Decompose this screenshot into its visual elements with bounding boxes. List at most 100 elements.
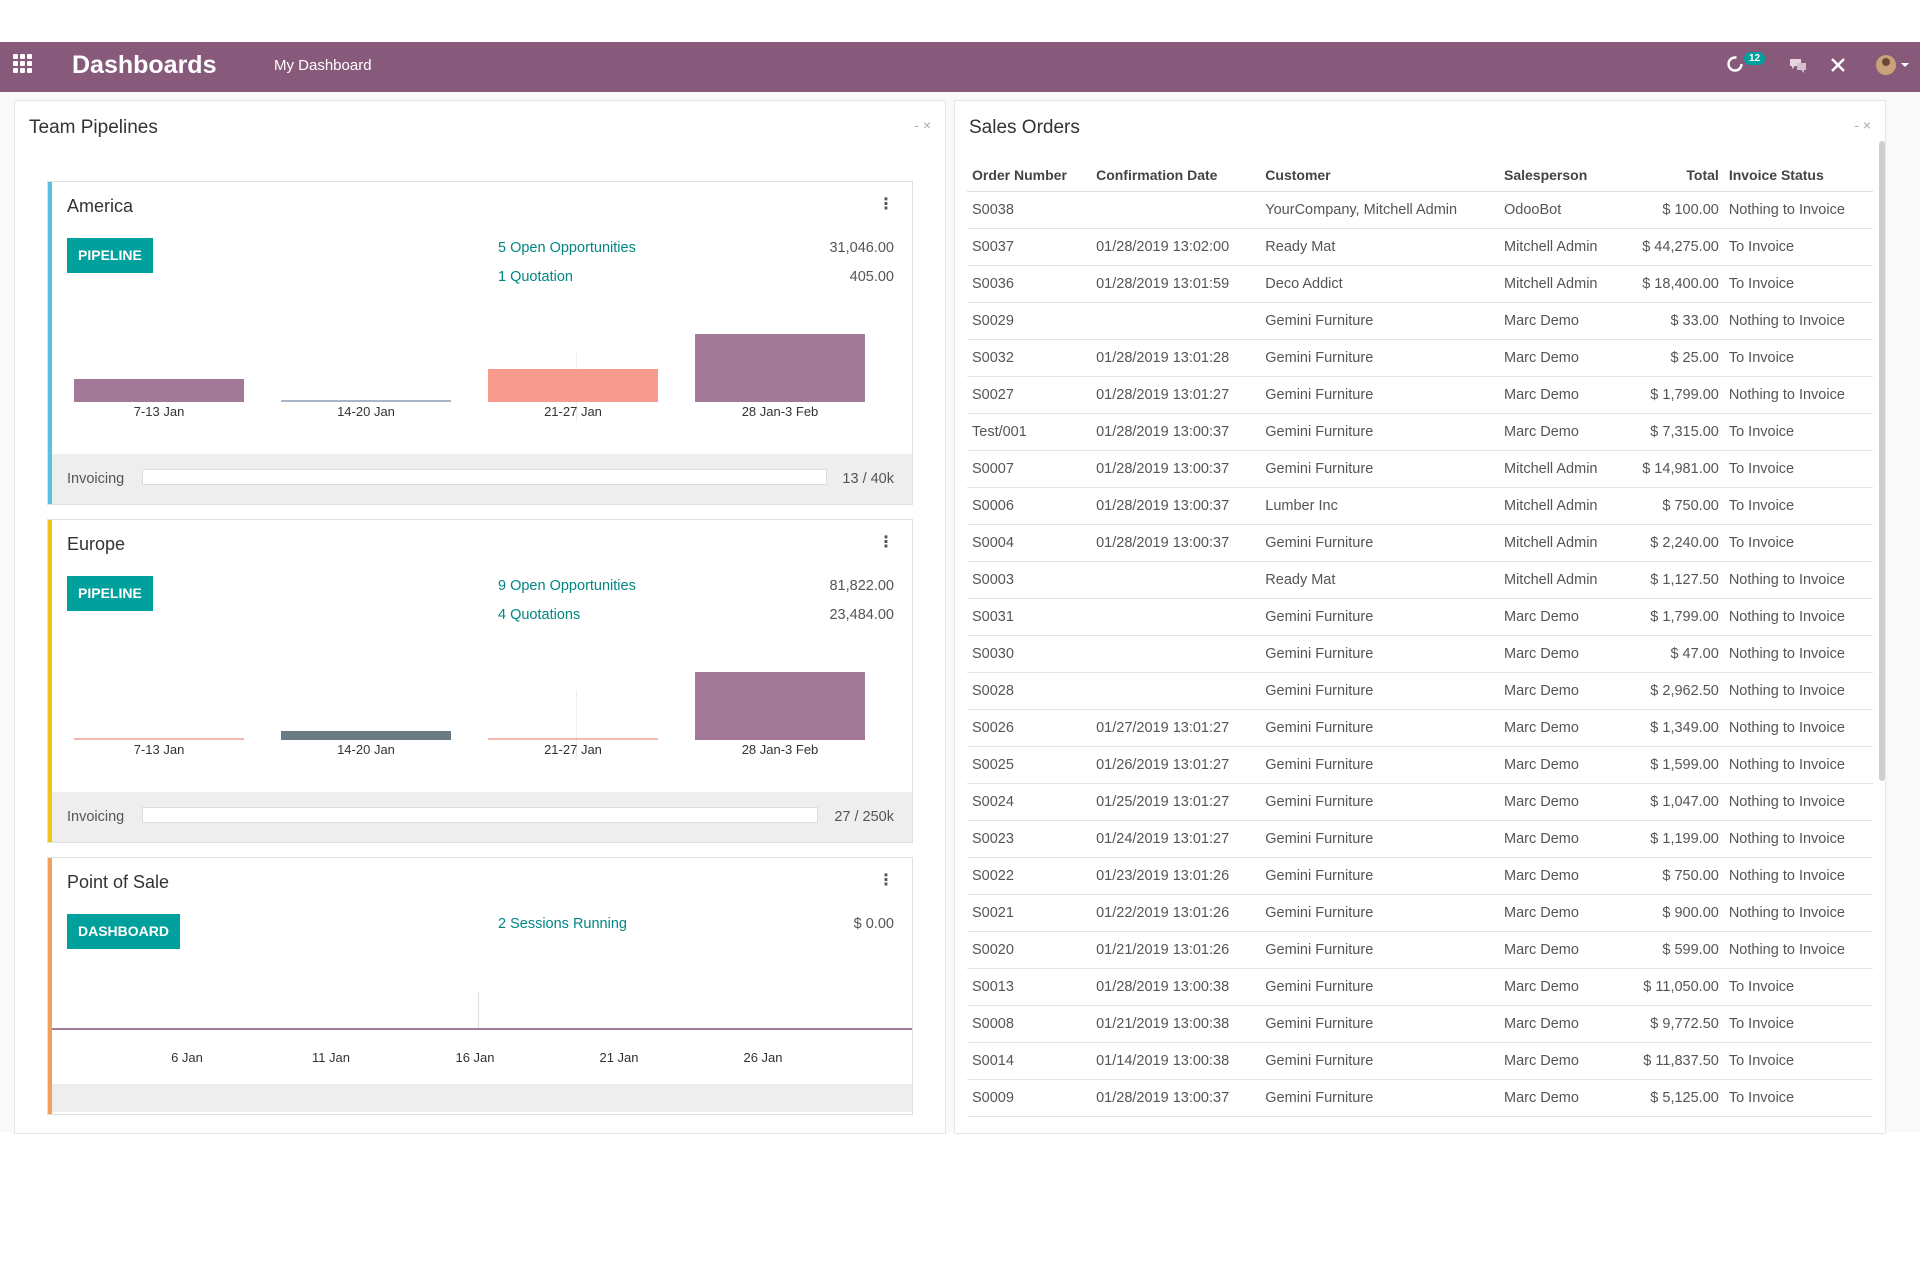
team-name[interactable]: Point of Sale: [67, 872, 170, 892]
table-cell: $ 2,962.50: [1621, 672, 1724, 710]
activity-icon[interactable]: [1726, 55, 1744, 78]
table-row[interactable]: S0030 Gemini Furniture Marc Demo $ 47.00 Not…: [967, 635, 1873, 673]
invoicing-progress: [142, 807, 818, 823]
column-header[interactable]: Salesperson: [1499, 159, 1622, 192]
dashboard-button[interactable]: DASHBOARD: [67, 914, 180, 949]
kebab-menu-icon[interactable]: ⋮: [878, 534, 894, 551]
table-cell: To Invoice: [1723, 228, 1873, 266]
table-row[interactable]: S0008 01/21/2019 13:00:38 Gemini Furniture…: [967, 1005, 1873, 1043]
chart-bar[interactable]: [281, 730, 451, 740]
quotations-link[interactable]: 1 Quotation: [498, 269, 573, 285]
panel-controls[interactable]: - ×: [1854, 117, 1871, 133]
table-row[interactable]: S0037 01/28/2019 13:02:00 Ready Mat Mitchel…: [967, 228, 1873, 266]
table-cell: Nothing to Invoice: [1723, 820, 1873, 858]
table-row[interactable]: S0027 01/28/2019 13:01:27 Gemini Furniture…: [967, 376, 1873, 414]
table-row[interactable]: S0026 01/27/2019 13:01:27 Gemini Furniture…: [967, 709, 1873, 747]
chart-bar[interactable]: [74, 378, 244, 402]
panel-controls[interactable]: - ×: [914, 117, 931, 133]
apps-grid-icon[interactable]: [13, 54, 35, 76]
table-cell: $ 14,981.00: [1621, 450, 1724, 488]
x-axis-label: 21-27 Jan: [544, 742, 602, 757]
kebab-menu-icon[interactable]: ⋮: [878, 872, 894, 889]
table-row[interactable]: S0031 Gemini Furniture Marc Demo $ 1,799.00…: [967, 598, 1873, 636]
table-row[interactable]: S0004 01/28/2019 13:00:37 Gemini Furniture…: [967, 524, 1873, 562]
table-row[interactable]: S0022 01/23/2019 13:01:26 Gemini Furniture…: [967, 857, 1873, 895]
chart-bar[interactable]: [695, 672, 865, 740]
team-card-point-of-sale: Point of Sale ⋮ DASHBOARD 2 Sessions Run…: [47, 857, 913, 1115]
table-cell: S0020: [967, 931, 1092, 969]
scrollbar[interactable]: [1879, 141, 1885, 781]
table-cell: [1091, 561, 1261, 599]
chart-bar[interactable]: [488, 369, 658, 402]
table-row[interactable]: S0007 01/28/2019 13:00:37 Gemini Furniture…: [967, 450, 1873, 488]
open-opportunities-link[interactable]: 9 Open Opportunities: [498, 578, 636, 594]
table-row[interactable]: S0021 01/22/2019 13:01:26 Gemini Furniture…: [967, 894, 1873, 932]
table-cell: $ 11,050.00: [1621, 968, 1724, 1006]
table-row[interactable]: S0023 01/24/2019 13:01:27 Gemini Furniture…: [967, 820, 1873, 858]
table-row[interactable]: S0024 01/25/2019 13:01:27 Gemini Furniture…: [967, 783, 1873, 821]
table-cell: To Invoice: [1723, 450, 1873, 488]
sessions-running-link[interactable]: 2 Sessions Running: [498, 916, 627, 932]
table-cell: Nothing to Invoice: [1723, 783, 1873, 821]
table-row[interactable]: S0014 01/14/2019 13:00:38 Gemini Furniture…: [967, 1042, 1873, 1080]
opportunities-amount: 31,046.00: [829, 240, 894, 256]
column-header[interactable]: Customer: [1260, 159, 1499, 192]
table-row[interactable]: S0025 01/26/2019 13:01:27 Gemini Furniture…: [967, 746, 1873, 784]
table-cell: Marc Demo: [1499, 376, 1622, 414]
menu-item-my-dashboard[interactable]: My Dashboard: [274, 57, 372, 74]
table-cell: To Invoice: [1723, 1042, 1873, 1080]
table-cell: Marc Demo: [1499, 598, 1622, 636]
table-row[interactable]: S0009 01/28/2019 13:00:37 Gemini Furniture…: [967, 1079, 1873, 1117]
sales-orders-table: Order Number Confirmation Date Customer …: [967, 159, 1873, 1117]
table-cell: Marc Demo: [1499, 709, 1622, 747]
chart-bar[interactable]: [695, 334, 865, 402]
table-row[interactable]: S0006 01/28/2019 13:00:37 Lumber Inc Mitche…: [967, 487, 1873, 525]
chat-icon[interactable]: [1788, 57, 1808, 80]
table-cell: Nothing to Invoice: [1723, 672, 1873, 710]
table-row[interactable]: S0029 Gemini Furniture Marc Demo $ 33.00 Not…: [967, 302, 1873, 340]
chart-bar[interactable]: [281, 399, 451, 402]
quotations-link[interactable]: 4 Quotations: [498, 607, 581, 623]
chart-bar[interactable]: [74, 737, 244, 740]
column-header[interactable]: Invoice Status: [1723, 159, 1873, 192]
table-cell: Mitchell Admin: [1499, 524, 1622, 562]
table-cell: $ 1,199.00: [1621, 820, 1724, 858]
kebab-menu-icon[interactable]: ⋮: [878, 196, 894, 213]
table-cell: $ 18,400.00: [1621, 265, 1724, 303]
top-navbar: Dashboards My Dashboard 12: [0, 42, 1920, 92]
table-cell: Gemini Furniture: [1260, 635, 1499, 673]
pipeline-button[interactable]: PIPELINE: [67, 238, 153, 273]
table-cell: Gemini Furniture: [1260, 857, 1499, 895]
table-row[interactable]: S0038 YourCompany, Mitchell Admin OdooBot $…: [967, 191, 1873, 229]
team-name[interactable]: Europe: [67, 534, 126, 554]
pipeline-button[interactable]: PIPELINE: [67, 576, 153, 611]
tools-icon[interactable]: [1830, 57, 1846, 78]
table-cell: 01/21/2019 13:00:38: [1091, 1005, 1261, 1043]
table-row[interactable]: S0020 01/21/2019 13:01:26 Gemini Furniture…: [967, 931, 1873, 969]
table-cell: Ready Mat: [1260, 561, 1499, 599]
table-cell: $ 1,799.00: [1621, 598, 1724, 636]
pos-footer: [52, 1084, 912, 1112]
column-header[interactable]: Total: [1621, 159, 1724, 192]
table-row[interactable]: Test/001 01/28/2019 13:00:37 Gemini Furnit…: [967, 413, 1873, 451]
user-avatar[interactable]: [1876, 54, 1910, 81]
table-row[interactable]: S0003 Ready Mat Mitchell Admin $ 1,127.50 No…: [967, 561, 1873, 599]
team-pipelines-panel: Team Pipelines - × America ⋮ PIPELINE 5 …: [14, 100, 946, 1134]
column-header[interactable]: Confirmation Date: [1091, 159, 1261, 192]
x-axis-label: 7-13 Jan: [133, 404, 185, 419]
sales-orders-panel: Sales Orders - × Order Number Confirmati…: [954, 100, 1886, 1134]
table-cell: Nothing to Invoice: [1723, 931, 1873, 969]
table-row[interactable]: S0032 01/28/2019 13:01:28 Gemini Furniture…: [967, 339, 1873, 377]
table-cell: [1091, 302, 1261, 340]
table-row[interactable]: S0036 01/28/2019 13:01:59 Deco Addict Mitch…: [967, 265, 1873, 303]
chart-bar[interactable]: [488, 737, 658, 740]
table-row[interactable]: S0028 Gemini Furniture Marc Demo $ 2,962.50…: [967, 672, 1873, 710]
table-cell: $ 750.00: [1621, 487, 1724, 525]
table-cell: $ 33.00: [1621, 302, 1724, 340]
open-opportunities-link[interactable]: 5 Open Opportunities: [498, 240, 636, 256]
table-row[interactable]: S0013 01/28/2019 13:00:38 Gemini Furniture…: [967, 968, 1873, 1006]
table-cell: Marc Demo: [1499, 339, 1622, 377]
team-name[interactable]: America: [67, 196, 134, 216]
table-cell: 01/26/2019 13:01:27: [1091, 746, 1261, 784]
column-header[interactable]: Order Number: [967, 159, 1092, 192]
